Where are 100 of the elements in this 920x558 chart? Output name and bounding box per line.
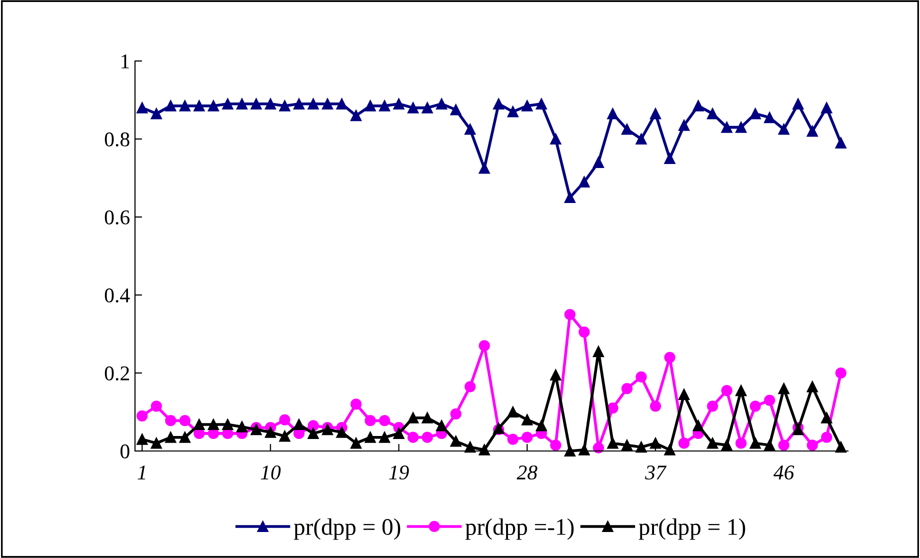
point — [806, 381, 818, 392]
x-tick-label: 19 — [389, 466, 409, 480]
x-tick-label: 1 — [138, 466, 146, 480]
point — [764, 112, 776, 124]
point — [721, 122, 732, 133]
point — [165, 100, 176, 112]
point — [764, 440, 776, 451]
point — [478, 444, 490, 456]
point — [264, 98, 276, 110]
point — [507, 106, 518, 118]
point — [721, 440, 732, 451]
x-tick-label: 46 — [773, 466, 794, 480]
point — [650, 438, 662, 449]
point — [678, 120, 690, 131]
point — [378, 415, 390, 426]
point — [308, 98, 319, 110]
point — [422, 412, 433, 424]
point — [592, 346, 604, 358]
point — [721, 384, 732, 396]
point — [308, 420, 319, 432]
point — [507, 406, 518, 418]
point — [150, 400, 162, 412]
point — [293, 98, 305, 110]
point — [422, 102, 433, 114]
point — [208, 418, 219, 430]
point — [778, 440, 790, 451]
point — [621, 383, 633, 394]
point — [821, 412, 832, 424]
point — [621, 124, 633, 135]
x-tick-label: 10 — [260, 465, 281, 480]
point — [136, 434, 148, 445]
point — [450, 408, 462, 420]
point — [350, 438, 362, 449]
point — [750, 108, 761, 120]
point — [650, 108, 662, 120]
y-tick-label: 0 — [120, 444, 130, 458]
point — [592, 156, 604, 168]
point — [578, 326, 590, 338]
point — [792, 98, 804, 110]
point — [564, 192, 576, 204]
point — [179, 432, 190, 443]
point — [478, 162, 490, 174]
point — [378, 432, 390, 443]
y-tick-label: 0.8 — [104, 132, 130, 147]
point — [222, 98, 234, 110]
legend-label: pr(dpp = 1) — [638, 518, 746, 540]
point — [564, 445, 576, 457]
point — [607, 438, 618, 449]
point — [322, 98, 334, 110]
point — [464, 124, 476, 135]
x-tick-label: 37 — [645, 466, 667, 480]
point — [208, 100, 219, 112]
point — [764, 394, 776, 406]
point — [194, 100, 205, 112]
point — [279, 414, 290, 426]
y-tick-label: 0.6 — [104, 210, 130, 225]
point — [564, 308, 576, 320]
point — [806, 126, 818, 137]
point — [621, 440, 633, 451]
point — [664, 444, 676, 456]
point — [422, 432, 433, 443]
point — [279, 100, 290, 112]
point — [636, 133, 647, 145]
point — [264, 426, 276, 438]
point — [678, 388, 690, 400]
point — [308, 428, 319, 440]
point — [336, 426, 348, 438]
point — [778, 383, 790, 394]
point — [408, 432, 419, 443]
point — [536, 98, 547, 110]
point — [364, 415, 376, 426]
point — [835, 367, 846, 379]
legend-label: pr(dpp =-1) — [465, 518, 574, 540]
point — [236, 98, 248, 110]
point — [194, 418, 205, 430]
point — [750, 400, 761, 412]
point — [735, 438, 747, 449]
point — [650, 400, 662, 412]
y-tick-label: 0.2 — [104, 366, 129, 381]
point — [450, 104, 462, 116]
point — [408, 412, 419, 424]
point — [222, 418, 234, 430]
point — [150, 108, 162, 120]
point — [136, 410, 148, 422]
point — [806, 440, 818, 451]
point — [150, 438, 162, 449]
point — [821, 102, 832, 114]
point — [664, 352, 676, 363]
point — [350, 110, 362, 122]
point — [550, 369, 562, 381]
point — [350, 398, 362, 410]
point — [536, 420, 547, 432]
point — [706, 108, 718, 120]
x-tick-label: 28 — [516, 465, 538, 480]
point — [778, 124, 790, 135]
point — [165, 415, 176, 426]
point — [436, 98, 448, 110]
point — [692, 420, 704, 432]
point — [592, 442, 604, 454]
point — [179, 100, 190, 112]
